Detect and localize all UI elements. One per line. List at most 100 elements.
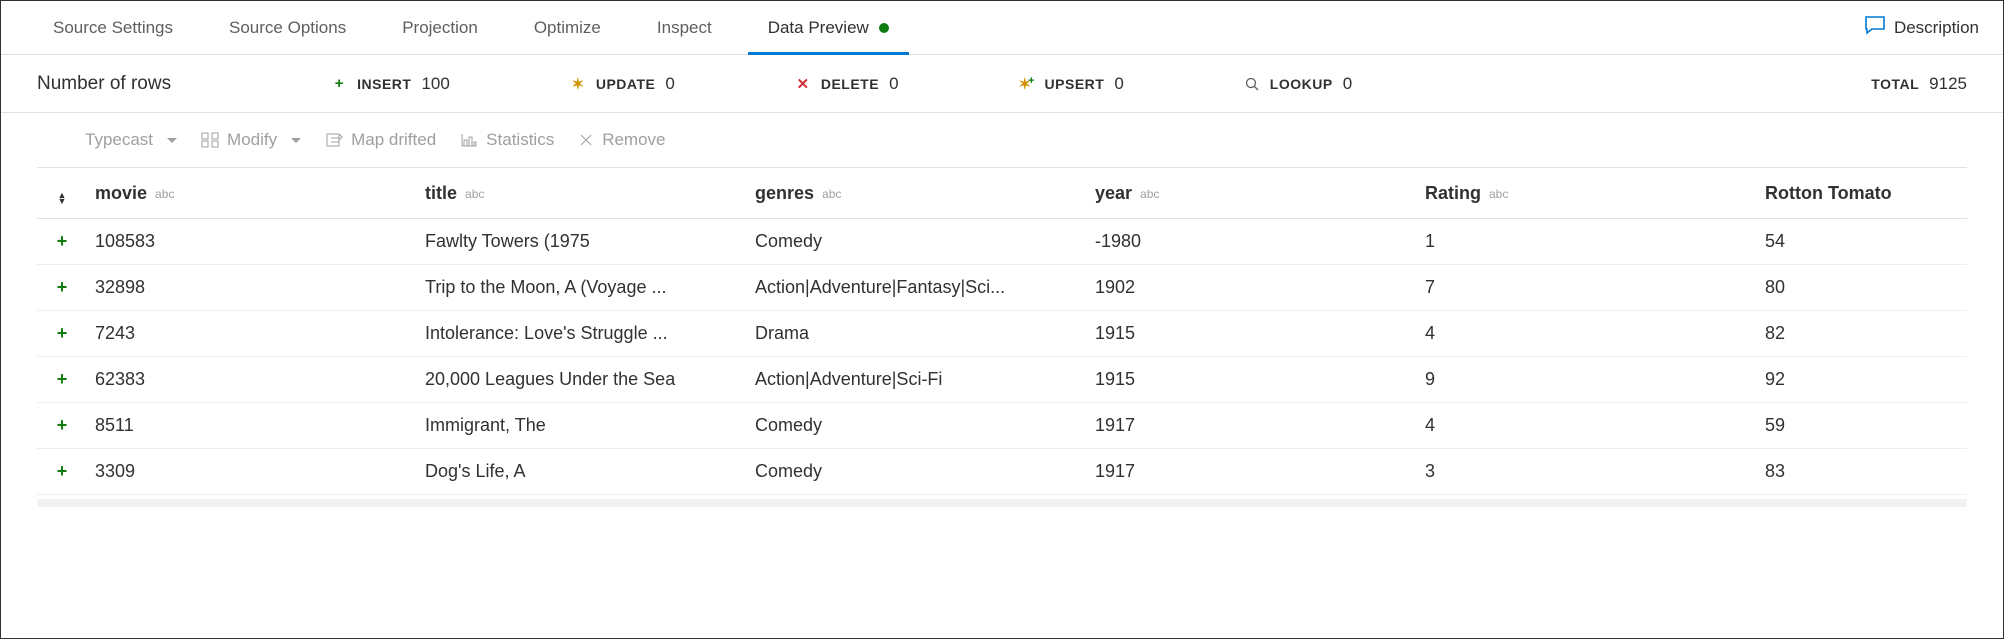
stats-icon	[460, 132, 478, 148]
cell-year: 1915	[1095, 311, 1425, 357]
table-row[interactable]: +6238320,000 Leagues Under the SeaAction…	[37, 357, 1967, 403]
cell-title: 20,000 Leagues Under the Sea	[425, 357, 755, 403]
cell-year: 1902	[1095, 265, 1425, 311]
tool-label: Modify	[227, 130, 277, 150]
cell-movie: 8511	[95, 403, 425, 449]
tool-label: Remove	[602, 130, 665, 150]
type-badge: abc	[465, 187, 484, 201]
plus-icon: +	[331, 75, 347, 92]
col-rotten-tomato[interactable]: Rotton Tomato	[1765, 168, 1967, 219]
table-row[interactable]: +7243Intolerance: Love's Struggle ...Dra…	[37, 311, 1967, 357]
rows-label: Number of rows	[37, 73, 171, 95]
description-button[interactable]: Description	[1864, 15, 1979, 40]
stat-label: DELETE	[821, 76, 879, 92]
statistics-button[interactable]: Statistics	[460, 130, 554, 150]
cell-rt: 83	[1765, 449, 1967, 495]
tab-label: Projection	[402, 18, 478, 38]
cell-year: 1917	[1095, 403, 1425, 449]
tab-label: Data Preview	[768, 18, 869, 38]
cell-title: Fawlty Towers (1975	[425, 219, 755, 265]
tab-projection[interactable]: Projection	[374, 1, 506, 54]
map-icon	[325, 132, 343, 148]
tab-source-settings[interactable]: Source Settings	[25, 1, 201, 54]
cell-title: Trip to the Moon, A (Voyage ...	[425, 265, 755, 311]
col-title[interactable]: titleabc	[425, 168, 755, 219]
stat-value: 0	[1114, 74, 1123, 94]
cell-rating: 3	[1425, 449, 1765, 495]
sort-header[interactable]: ▲▼	[37, 168, 95, 219]
stat-value: 9125	[1929, 74, 1967, 94]
col-label: year	[1095, 183, 1132, 203]
cell-genres: Action|Adventure|Fantasy|Sci...	[755, 265, 1095, 311]
cell-genres: Comedy	[755, 219, 1095, 265]
stat-delete: ✕ DELETE 0	[795, 74, 899, 94]
tab-label: Optimize	[534, 18, 601, 38]
header-row: ▲▼ movieabc titleabc genresabc yearabc R…	[37, 168, 1967, 219]
cell-year: 1917	[1095, 449, 1425, 495]
description-label: Description	[1894, 18, 1979, 38]
col-label: Rating	[1425, 183, 1481, 203]
tab-label: Source Settings	[53, 18, 173, 38]
table-row[interactable]: +108583Fawlty Towers (1975Comedy-1980154	[37, 219, 1967, 265]
tab-source-options[interactable]: Source Options	[201, 1, 374, 54]
tab-inspect[interactable]: Inspect	[629, 1, 740, 54]
stat-label: TOTAL	[1871, 76, 1919, 92]
remove-icon	[578, 132, 594, 148]
cell-rating: 1	[1425, 219, 1765, 265]
stat-value: 0	[889, 74, 898, 94]
col-genres[interactable]: genres abc	[755, 168, 1095, 219]
stat-label: INSERT	[357, 76, 411, 92]
tool-label: Statistics	[486, 130, 554, 150]
cell-rt: 80	[1765, 265, 1967, 311]
cell-rt: 92	[1765, 357, 1967, 403]
stat-total: TOTAL 9125	[1871, 74, 1967, 94]
col-movie[interactable]: movieabc	[95, 168, 425, 219]
row-insert-icon: +	[37, 449, 95, 495]
col-rating[interactable]: Rating abc	[1425, 168, 1765, 219]
row-insert-icon: +	[37, 219, 95, 265]
map-drifted-button[interactable]: Map drifted	[325, 130, 436, 150]
cell-movie: 62383	[95, 357, 425, 403]
stats-bar: Number of rows + INSERT 100 ✶ UPDATE 0 ✕…	[1, 55, 2003, 113]
cell-rating: 7	[1425, 265, 1765, 311]
table-row[interactable]: +3309Dog's Life, AComedy1917383	[37, 449, 1967, 495]
type-badge: abc	[1489, 187, 1508, 201]
modify-button[interactable]: Modify	[201, 130, 301, 150]
cell-year: -1980	[1095, 219, 1425, 265]
stat-value: 0	[665, 74, 674, 94]
typecast-button[interactable]: Typecast	[85, 130, 177, 150]
comment-icon	[1864, 15, 1886, 40]
row-insert-icon: +	[37, 311, 95, 357]
cell-movie: 3309	[95, 449, 425, 495]
col-label: movie	[95, 183, 147, 203]
cell-movie: 32898	[95, 265, 425, 311]
cell-movie: 7243	[95, 311, 425, 357]
col-label: genres	[755, 183, 814, 203]
cell-title: Dog's Life, A	[425, 449, 755, 495]
data-grid: ▲▼ movieabc titleabc genresabc yearabc R…	[37, 167, 1967, 507]
stat-lookup: LOOKUP 0	[1244, 74, 1352, 94]
stat-upsert: ✶+ UPSERT 0	[1019, 74, 1124, 94]
col-year[interactable]: yearabc	[1095, 168, 1425, 219]
type-badge: abc	[822, 187, 841, 201]
col-label: Rotton Tomato	[1765, 183, 1892, 203]
cell-rating: 4	[1425, 311, 1765, 357]
remove-button[interactable]: Remove	[578, 130, 665, 150]
stat-insert: + INSERT 100	[331, 74, 450, 94]
stat-value: 0	[1343, 74, 1352, 94]
row-insert-icon: +	[37, 357, 95, 403]
cell-title: Immigrant, The	[425, 403, 755, 449]
horizontal-scrollbar[interactable]	[37, 499, 1967, 507]
table-row[interactable]: +32898Trip to the Moon, A (Voyage ...Act…	[37, 265, 1967, 311]
cell-genres: Comedy	[755, 403, 1095, 449]
tab-optimize[interactable]: Optimize	[506, 1, 629, 54]
cell-rating: 9	[1425, 357, 1765, 403]
tab-data-preview[interactable]: Data Preview	[740, 1, 917, 54]
stat-label: UPSERT	[1045, 76, 1105, 92]
cell-genres: Comedy	[755, 449, 1095, 495]
x-icon: ✕	[795, 75, 811, 93]
cell-rt: 54	[1765, 219, 1967, 265]
table-row[interactable]: +8511Immigrant, TheComedy1917459	[37, 403, 1967, 449]
stat-label: LOOKUP	[1270, 76, 1333, 92]
tab-label: Inspect	[657, 18, 712, 38]
